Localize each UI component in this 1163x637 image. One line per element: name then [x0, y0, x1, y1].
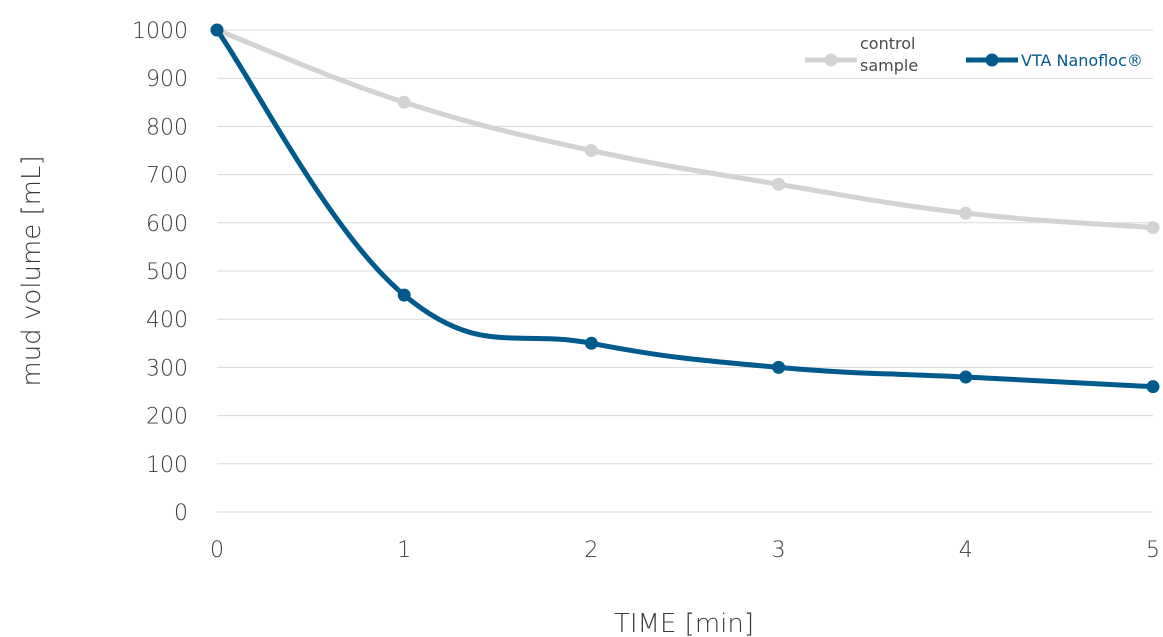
y-axis-ticks: 0 100 200 300 400 500 600 700 800 900 1000 [132, 19, 188, 526]
data-point [959, 370, 973, 384]
series-0 [210, 23, 1160, 235]
y-tick-label: 600 [146, 212, 188, 237]
legend-label: VTA Nanofloc® [1021, 51, 1143, 70]
x-tick-label: 4 [959, 538, 973, 563]
y-tick-label: 900 [146, 67, 188, 92]
y-tick-label: 1000 [132, 19, 188, 44]
y-tick-label: 300 [146, 356, 188, 381]
series-line [214, 27, 1156, 390]
data-point [772, 360, 786, 374]
data-point [772, 177, 786, 191]
legend-item: control sample [805, 34, 918, 75]
data-point [397, 288, 411, 302]
x-tick-label: 1 [397, 538, 411, 563]
data-point [584, 336, 598, 350]
x-axis-ticks: 0 1 2 3 4 5 [210, 538, 1160, 563]
series-line [214, 27, 1156, 231]
x-tick-label: 5 [1146, 538, 1160, 563]
legend-swatch-marker [824, 53, 838, 67]
y-tick-label: 200 [146, 405, 188, 430]
y-tick-label: 800 [146, 115, 188, 140]
data-point [397, 95, 411, 109]
data-point [959, 206, 973, 220]
legend: control sample VTA Nanofloc® [805, 34, 1143, 75]
y-tick-label: 500 [146, 260, 188, 285]
data-point [1146, 221, 1160, 235]
y-tick-label: 400 [146, 308, 188, 333]
x-tick-label: 3 [772, 538, 786, 563]
x-tick-label: 2 [584, 538, 598, 563]
data-point [210, 23, 224, 37]
data-point [1146, 380, 1160, 394]
y-tick-label: 700 [146, 164, 188, 189]
data-point [584, 144, 598, 157]
legend-label: sample [860, 56, 918, 75]
legend-item: VTA Nanofloc® [966, 51, 1143, 70]
series-1 [210, 23, 1160, 394]
series-lines [210, 23, 1160, 394]
y-tick-label: 100 [146, 453, 188, 478]
legend-swatch-marker [985, 53, 999, 67]
y-tick-label: 0 [174, 501, 188, 526]
x-tick-label: 0 [210, 538, 224, 563]
x-axis-title: TIME [min] [614, 609, 754, 637]
gridlines [217, 29, 1153, 513]
y-axis-title: mud volume [mL] [17, 155, 47, 386]
legend-label: control [860, 34, 915, 53]
